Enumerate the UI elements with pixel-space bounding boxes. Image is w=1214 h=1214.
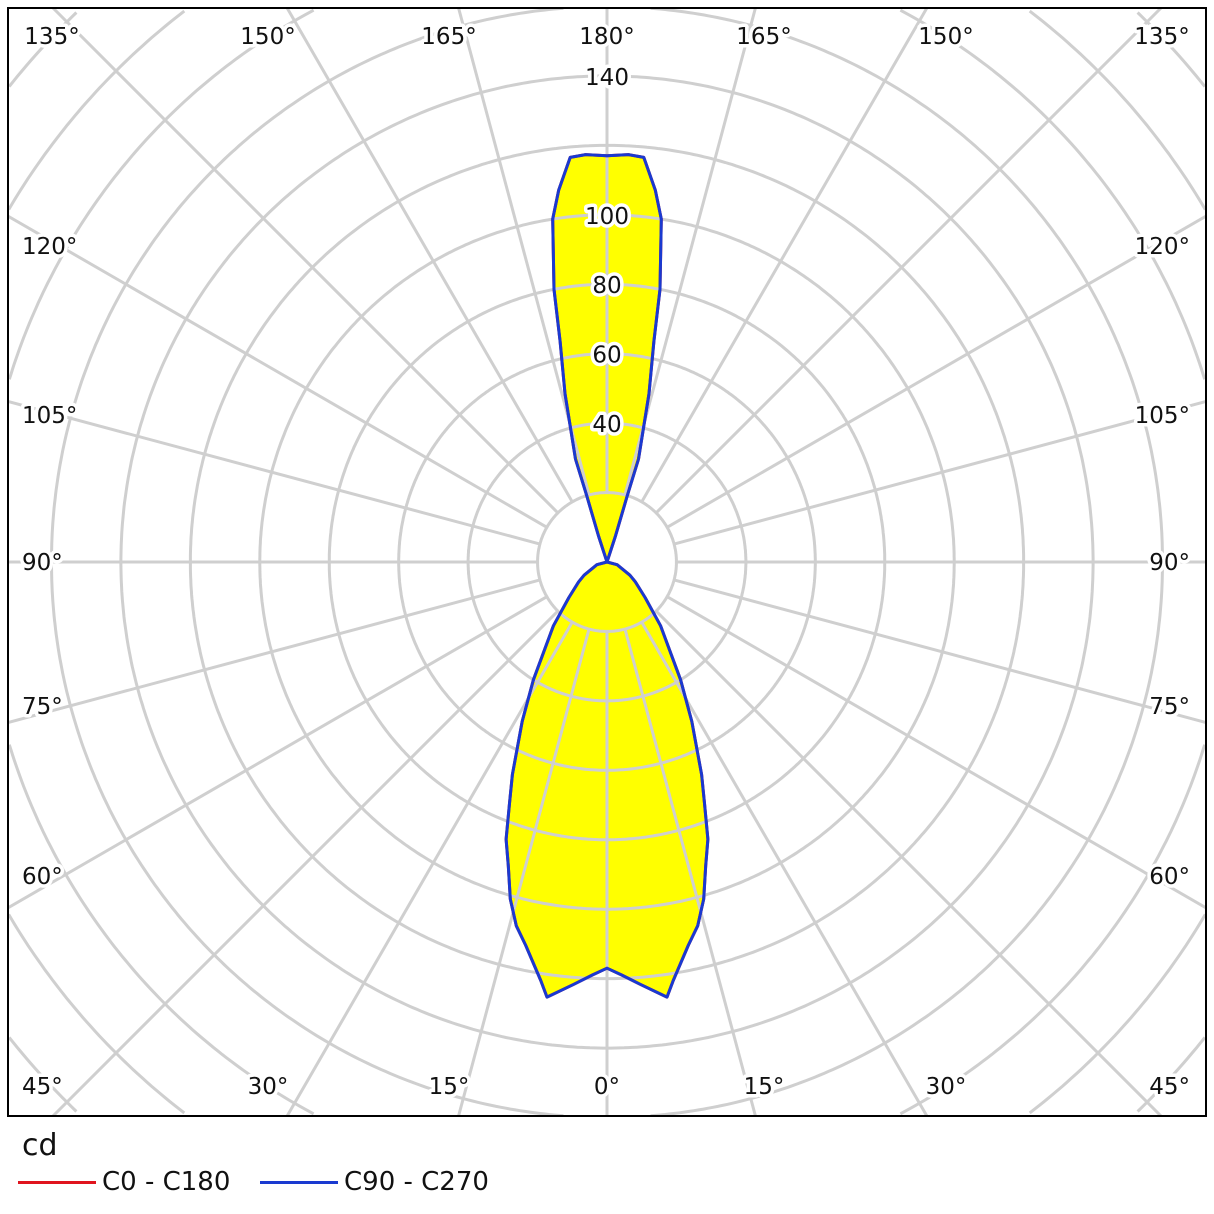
- angle-label: 150°: [918, 24, 973, 50]
- angle-label: 15°: [429, 1074, 470, 1100]
- radial-tick-label: 80: [592, 273, 621, 299]
- angle-label: 165°: [736, 24, 791, 50]
- grid-circle: [8, 744, 315, 1116]
- angle-label: 105°: [1135, 403, 1190, 429]
- angle-label: 135°: [1134, 24, 1189, 50]
- angle-label: 120°: [22, 234, 77, 260]
- grid-circle: [900, 10, 1204, 379]
- unit-label: cd: [22, 1128, 58, 1163]
- legend-swatch-red: [18, 1180, 96, 1184]
- grid-spoke: [285, 621, 574, 1116]
- grid-spoke: [51, 610, 559, 1116]
- grid-spoke: [655, 8, 1163, 514]
- grid-circle: [8, 8, 315, 380]
- angle-label: 60°: [1149, 864, 1190, 890]
- angle-label: 75°: [22, 694, 63, 720]
- radial-tick-label: 100: [585, 204, 629, 230]
- grid-circle: [9, 745, 313, 1114]
- radial-tick-label: 140: [585, 65, 629, 91]
- legend-label: C90 - C270: [344, 1167, 489, 1197]
- polar-grid: [8, 8, 1206, 1116]
- grid-circle: [1028, 913, 1206, 1115]
- grid-spoke: [285, 8, 574, 503]
- grid-spoke: [666, 595, 1206, 910]
- grid-circle: [8, 913, 186, 1115]
- grid-spoke: [666, 214, 1206, 529]
- grid-circle: [650, 8, 1164, 562]
- grid-spoke: [506, 628, 591, 998]
- grid-spoke: [8, 400, 541, 546]
- radial-tick-label: 60: [592, 343, 621, 369]
- legend-item-c90-c270: C90 - C270: [260, 1166, 489, 1198]
- legend-item-c0-c180: C0 - C180: [18, 1166, 230, 1198]
- intensity-fill: [506, 154, 708, 998]
- grid-spoke: [8, 214, 548, 529]
- grid-spoke: [673, 400, 1206, 546]
- angle-label: 135°: [24, 24, 79, 50]
- angle-label: 150°: [240, 24, 295, 50]
- grid-circle: [1136, 1036, 1206, 1113]
- grid-spoke: [623, 628, 708, 998]
- angle-label: 30°: [926, 1074, 967, 1100]
- grid-spoke: [640, 621, 929, 1116]
- grid-spoke: [8, 595, 548, 910]
- angle-label: 45°: [22, 1074, 63, 1100]
- angle-label: 75°: [1149, 694, 1190, 720]
- angle-label: 0°: [594, 1074, 620, 1100]
- grid-circle: [1136, 11, 1206, 88]
- grid-circle: [899, 744, 1206, 1116]
- radial-tick-label: 40: [592, 412, 621, 438]
- angle-label: 15°: [744, 1074, 785, 1100]
- angle-label: 90°: [1149, 550, 1190, 576]
- angle-label: 45°: [1149, 1074, 1190, 1100]
- grid-spoke: [8, 578, 541, 724]
- grid-circle: [9, 10, 313, 379]
- angle-label: 105°: [22, 403, 77, 429]
- grid-circle: [1028, 9, 1206, 211]
- grid-circle: [899, 8, 1206, 380]
- grid-circle: [8, 1036, 78, 1113]
- legend-label: C0 - C180: [102, 1167, 231, 1197]
- grid-circle: [8, 9, 186, 211]
- angle-label: 120°: [1135, 234, 1190, 260]
- curve-c90-c270: [504, 153, 710, 999]
- legend-swatch-blue: [260, 1180, 338, 1184]
- angle-label: 90°: [22, 550, 63, 576]
- chart-frame: [7, 7, 1207, 1117]
- angle-label: 180°: [579, 24, 634, 50]
- angle-label: 165°: [421, 24, 476, 50]
- chart-area: 40 60 80 100 140 135° 150° 165° 180° 165° 150° 135…: [7, 7, 1207, 1117]
- grid-circle: [650, 562, 1164, 1116]
- grid-spoke: [640, 8, 929, 503]
- angle-label: 30°: [248, 1074, 289, 1100]
- grid-spoke: [655, 610, 1163, 1116]
- angle-label: 60°: [22, 864, 63, 890]
- radial-tick-labels: 40 60 80 100 140: [582, 61, 633, 441]
- angle-labels: 135° 150° 165° 180° 165° 150° 135° 120° 105° 90° 7…: [19, 21, 1194, 1104]
- grid-spoke: [673, 578, 1206, 724]
- grid-circle: [900, 745, 1204, 1114]
- legend: cd C0 - C180 C90 - C270: [0, 1128, 600, 1214]
- grid-spoke: [51, 8, 559, 514]
- grid-circle: [8, 11, 78, 88]
